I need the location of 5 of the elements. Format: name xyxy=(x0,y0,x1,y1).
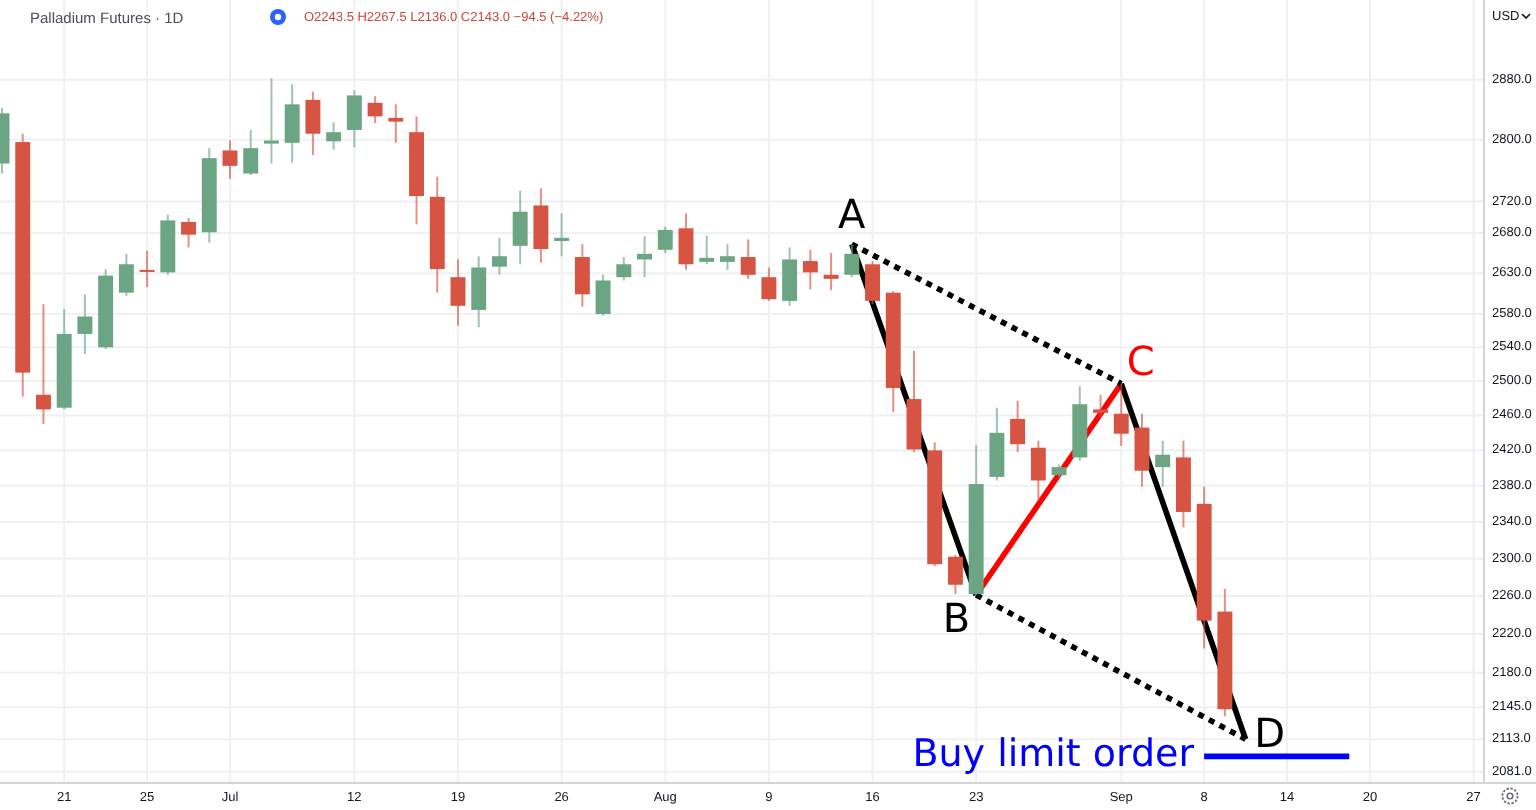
series-label: Buy limit order xyxy=(912,732,1195,777)
annotation: B xyxy=(942,593,971,642)
annotation: A xyxy=(838,190,867,239)
annotation: D xyxy=(1254,709,1286,758)
annotation: C xyxy=(1126,336,1155,385)
